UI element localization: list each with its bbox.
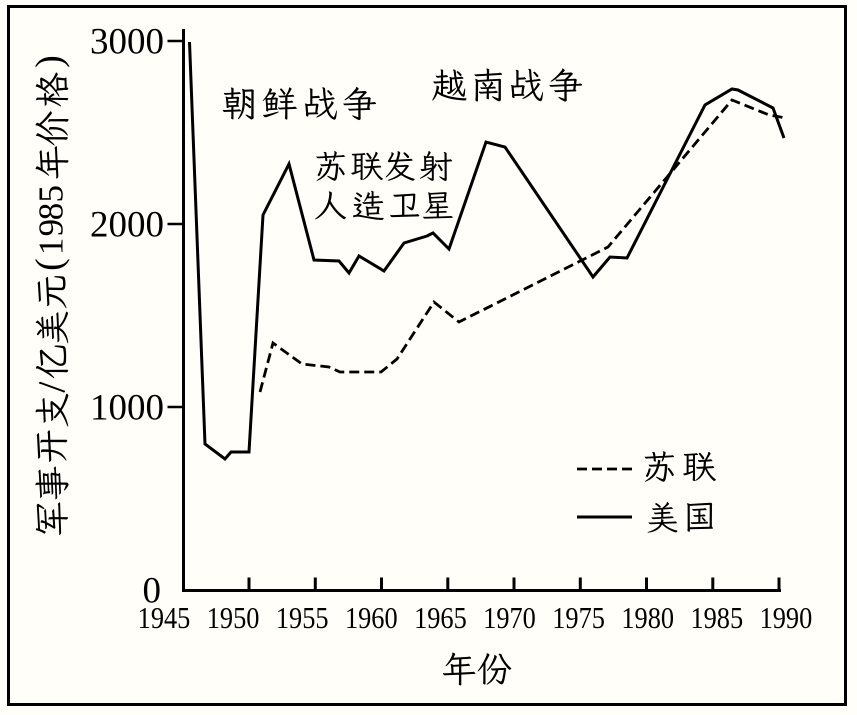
svg-text:0: 0 [143,570,162,611]
svg-text:): ) [29,55,71,68]
svg-text:1000: 1000 [90,387,164,428]
svg-text:1: 1 [32,238,71,256]
svg-text:1950: 1950 [207,601,260,635]
svg-text:9: 9 [32,219,71,237]
svg-text:3000: 3000 [90,21,164,62]
svg-text:1985: 1985 [690,601,743,635]
svg-text:1965: 1965 [414,601,467,635]
svg-text:1945: 1945 [138,601,191,635]
svg-text:1970: 1970 [483,601,536,635]
svg-text:8: 8 [32,203,71,221]
svg-text:(: ( [29,258,71,271]
svg-text:1975: 1975 [552,601,605,635]
svg-text:5: 5 [32,185,71,203]
svg-text:1955: 1955 [276,601,329,635]
svg-text:2000: 2000 [90,204,164,245]
svg-text:1980: 1980 [621,601,674,635]
svg-text:1960: 1960 [345,601,398,635]
svg-text:1990: 1990 [760,601,813,635]
